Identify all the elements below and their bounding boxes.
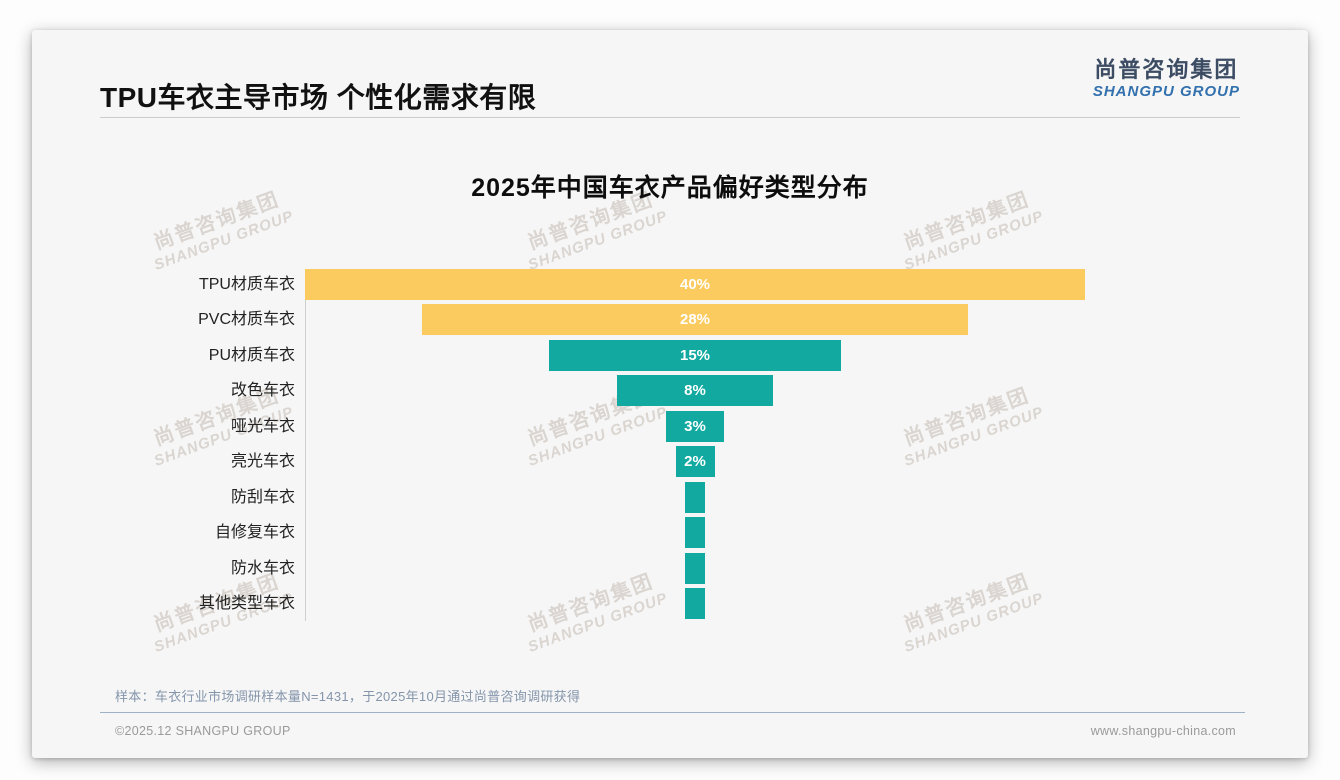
- bar: [685, 481, 705, 513]
- chart-row: 哑光车衣 3%: [32, 410, 1308, 442]
- slide-card: TPU车衣主导市场 个性化需求有限 尚普咨询集团 SHANGPU GROUP 尚…: [32, 30, 1308, 758]
- category-label: 亮光车衣: [230, 453, 295, 471]
- bar-chart: TPU材质车衣 40% PVC材质车衣 28% PU材质车衣 15% 改色车衣 8% 哑光车衣 3…: [32, 269, 1308, 629]
- watermark-english-text: SHANGPU GROUP: [525, 207, 670, 274]
- chart-row: 自修复车衣: [32, 517, 1308, 549]
- chart-row: 其他类型车衣: [32, 588, 1308, 620]
- chart-row: 防刮车衣: [32, 481, 1308, 513]
- category-label: PU材质车衣: [208, 346, 295, 364]
- category-label: PVC材质车衣: [198, 311, 295, 329]
- bar: 28%: [422, 304, 968, 336]
- logo-chinese-text: 尚普咨询集团: [1094, 57, 1239, 82]
- chart-row: 改色车衣 8%: [32, 375, 1308, 407]
- website-text: www.shangpu-china.com: [1090, 724, 1236, 738]
- category-label: 自修复车衣: [214, 524, 295, 542]
- company-logo: 尚普咨询集团 SHANGPU GROUP: [1092, 57, 1240, 101]
- bar-value-label: 40%: [679, 276, 711, 293]
- watermark-english-text: SHANGPU GROUP: [901, 207, 1046, 274]
- header-divider: [100, 117, 1240, 118]
- page-title: TPU车衣主导市场 个性化需求有限: [100, 82, 537, 113]
- footer-divider: [100, 712, 1245, 713]
- bar-value-label: 8%: [684, 382, 706, 400]
- bar: 8%: [617, 375, 773, 407]
- logo-english-text: SHANGPU GROUP: [1092, 83, 1240, 101]
- bar: 3%: [665, 410, 725, 442]
- bar-value-label: 28%: [679, 311, 711, 329]
- category-label: 防水车衣: [230, 559, 295, 577]
- bar-value-label: 2%: [684, 453, 706, 471]
- category-label: 哑光车衣: [230, 417, 295, 435]
- chart-row: PVC材质车衣 28%: [32, 304, 1308, 336]
- category-label: 其他类型车衣: [198, 595, 295, 613]
- copyright-text: ©2025.12 SHANGPU GROUP: [115, 724, 291, 738]
- bar: [685, 588, 705, 620]
- category-label: 改色车衣: [230, 382, 295, 400]
- sample-note: 样本：车衣行业市场调研样本量N=1431，于2025年10月通过尚普咨询调研获得: [115, 689, 581, 704]
- bar: 2%: [675, 446, 715, 478]
- watermark-english-text: SHANGPU GROUP: [151, 207, 296, 274]
- chart-row: 亮光车衣 2%: [32, 446, 1308, 478]
- category-label: 防刮车衣: [230, 488, 295, 506]
- chart-row: TPU材质车衣 40%: [32, 269, 1308, 300]
- bar-value-label: 15%: [679, 346, 711, 364]
- chart-title: 2025年中国车衣产品偏好类型分布: [471, 174, 869, 202]
- bar: 15%: [548, 339, 842, 371]
- category-label: TPU材质车衣: [198, 276, 295, 293]
- bar: [685, 517, 705, 549]
- bar-value-label: 3%: [684, 417, 706, 435]
- bar: 40%: [305, 269, 1085, 300]
- chart-row: 防水车衣: [32, 552, 1308, 584]
- chart-row: PU材质车衣 15%: [32, 339, 1308, 371]
- chart-axis-line: [305, 269, 306, 621]
- bar: [685, 552, 705, 584]
